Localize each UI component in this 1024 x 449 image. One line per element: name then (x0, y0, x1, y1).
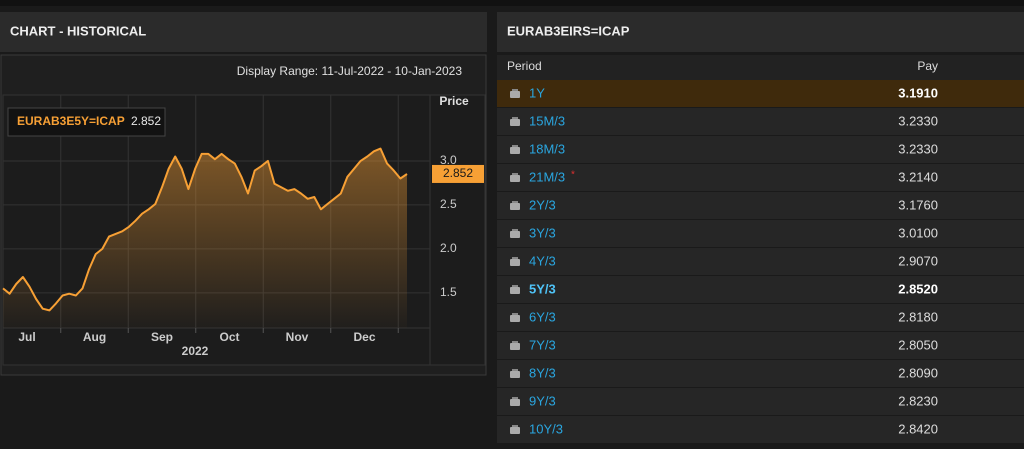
x-tick-label: Aug (83, 330, 106, 344)
row-icon-tab (512, 313, 518, 315)
x-tick-label: Sep (151, 330, 173, 344)
row-icon (510, 147, 520, 154)
row-icon-tab (512, 117, 518, 119)
x-tick-label: Oct (219, 330, 239, 344)
pay-cell: 3.0100 (898, 225, 938, 240)
row-icon (510, 343, 520, 350)
row-icon (510, 371, 520, 378)
table-row[interactable] (497, 388, 1024, 415)
period-cell[interactable]: 6Y/3 (529, 309, 556, 324)
table-row[interactable] (497, 164, 1024, 191)
row-icon-tab (512, 145, 518, 147)
row-icon-tab (512, 229, 518, 231)
last-value-label: 2.852 (443, 166, 473, 180)
period-cell[interactable]: 1Y (529, 85, 545, 100)
y-axis-area (429, 94, 486, 366)
row-icon-tab (512, 369, 518, 371)
area-fill (3, 148, 407, 328)
table-row[interactable] (497, 304, 1024, 331)
period-cell[interactable]: 15M/3 (529, 113, 565, 128)
panel-header (0, 12, 487, 52)
legend-box (7, 107, 166, 137)
y-tick-label: 2.5 (440, 197, 457, 211)
row-flag: * (571, 170, 575, 181)
period-cell[interactable]: 9Y/3 (529, 393, 556, 408)
period-cell[interactable]: 2Y/3 (529, 197, 556, 212)
row-icon (510, 287, 520, 294)
period-cell[interactable]: 8Y/3 (529, 365, 556, 380)
pay-cell: 3.2330 (898, 141, 938, 156)
row-icon (510, 119, 520, 126)
pay-cell: 3.1760 (898, 197, 938, 212)
table-row[interactable] (497, 220, 1024, 247)
x-axis-area (2, 327, 431, 366)
table-row[interactable] (497, 136, 1024, 163)
row-icon-tab (512, 257, 518, 259)
display-range: Display Range: 11-Jul-2022 - 10-Jan-2023 (237, 64, 463, 78)
pay-cell: 2.8420 (898, 421, 938, 436)
pay-cell: 2.8090 (898, 365, 938, 380)
top-strip (0, 0, 1024, 6)
legend-value: 2.852 (131, 114, 161, 128)
y-tick-label: 1.5 (440, 285, 457, 299)
table-row[interactable] (497, 108, 1024, 135)
table-header (497, 55, 1024, 80)
row-icon-tab (512, 285, 518, 287)
period-cell[interactable]: 5Y/3 (529, 281, 556, 296)
row-icon-tab (512, 397, 518, 399)
price-line (2, 147, 408, 312)
period-cell[interactable]: 18M/3 (529, 141, 565, 156)
pay-cell: 2.9070 (898, 253, 938, 268)
row-icon (510, 203, 520, 210)
row-icon (510, 91, 520, 98)
y-axis-label: Price (439, 94, 469, 108)
x-tick-label: Jul (18, 330, 35, 344)
row-icon (510, 427, 520, 434)
column-header: Pay (917, 59, 938, 73)
pay-cell: 2.8520 (898, 281, 938, 296)
row-icon-tab (512, 341, 518, 343)
x-tick-label: Nov (286, 330, 309, 344)
last-value-tag (432, 164, 484, 183)
pay-cell: 2.8050 (898, 337, 938, 352)
row-icon-tab (512, 201, 518, 203)
x-year-label: 2022 (182, 344, 209, 358)
panel-title: CHART - HISTORICAL (10, 23, 146, 38)
x-tick-label: Dec (353, 330, 375, 344)
row-icon (510, 231, 520, 238)
table-row[interactable] (497, 80, 1024, 107)
period-cell[interactable]: 7Y/3 (529, 337, 556, 352)
table-row[interactable] (497, 360, 1024, 387)
y-tick-label: 2.0 (440, 241, 457, 255)
period-cell[interactable]: 3Y/3 (529, 225, 556, 240)
table-row[interactable] (497, 248, 1024, 275)
panel-header (497, 12, 1024, 52)
legend-name: EURAB3E5Y=ICAP (17, 114, 125, 128)
pay-cell: 2.8230 (898, 393, 938, 408)
row-icon-tab (512, 425, 518, 427)
period-cell[interactable]: 21M/3 (529, 169, 565, 184)
row-icon (510, 315, 520, 322)
pay-cell: 2.8180 (898, 309, 938, 324)
row-icon (510, 259, 520, 266)
pay-cell: 3.2140 (898, 169, 938, 184)
row-icon-tab (512, 89, 518, 91)
pay-cell: 3.2330 (898, 113, 938, 128)
column-header: Period (507, 59, 542, 73)
row-icon (510, 175, 520, 182)
table-row[interactable] (497, 192, 1024, 219)
pay-cell: 3.1910 (898, 85, 938, 100)
period-cell[interactable]: 10Y/3 (529, 421, 563, 436)
table-row[interactable] (497, 416, 1024, 443)
table-row[interactable] (497, 276, 1024, 303)
table-row[interactable] (497, 332, 1024, 359)
panel-title: EURAB3EIRS=ICAP (507, 23, 630, 38)
row-icon (510, 399, 520, 406)
table-body: 1Y 3.1910 15M/3 3.2330 18M/3 3.2330 21M/3 * 3.21… (497, 80, 1024, 443)
row-icon-tab (512, 173, 518, 175)
period-cell[interactable]: 4Y/3 (529, 253, 556, 268)
y-tick-label: 3.0 (440, 153, 457, 167)
